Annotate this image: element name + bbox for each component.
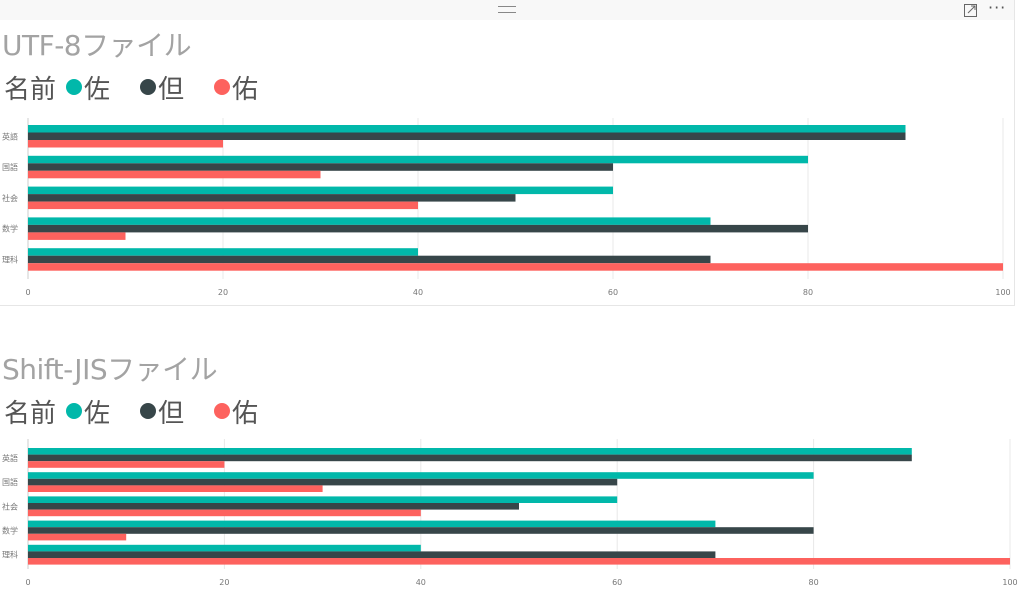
legend: 名前 佐 但 佑 [4,69,288,106]
x-tick-label: 100 [995,288,1010,297]
bar[interactable] [28,478,618,486]
bar[interactable] [28,503,519,510]
bar[interactable] [28,132,906,141]
legend-item[interactable]: 佐 [66,69,110,106]
visual-header: ··· [0,0,1014,20]
legend-item[interactable]: 但 [140,393,184,430]
x-tick-label: 80 [803,288,813,297]
bar[interactable] [28,170,321,179]
x-tick-label: 40 [416,578,426,587]
bar[interactable] [28,224,808,233]
bar[interactable] [28,194,516,202]
x-tick-label: 20 [218,288,228,297]
bar[interactable] [28,186,613,195]
bar[interactable] [28,454,912,462]
bar[interactable] [28,472,814,479]
y-category-label: 理科 [2,254,18,264]
bar[interactable] [28,201,418,210]
bar[interactable] [28,255,711,264]
bar[interactable] [28,527,814,534]
bar[interactable] [28,155,808,164]
x-tick-label: 40 [413,288,423,297]
bar[interactable] [28,448,912,455]
focus-mode-icon[interactable] [963,2,979,18]
legend-label: 但 [158,398,185,429]
chart-title: UTF-8ファイル [2,29,192,62]
legend-dot-icon [214,403,231,419]
bar[interactable] [28,551,716,558]
bar[interactable] [28,520,716,528]
bar[interactable] [28,163,613,171]
x-tick-label: 0 [25,288,30,297]
bar[interactable] [28,544,421,552]
legend-item[interactable]: 佑 [214,69,258,106]
legend-label: 但 [158,74,185,105]
drag-handle-icon[interactable] [498,6,516,13]
bar[interactable] [28,125,906,133]
legend-label: 佑 [232,74,259,105]
legend-label: 佐 [84,398,111,429]
y-category-label: 理科 [2,550,18,560]
bar[interactable] [28,140,223,148]
bar[interactable] [28,533,127,541]
x-tick-label: 0 [25,578,30,587]
legend-label: 佐 [84,74,111,105]
legend-item[interactable]: 佐 [66,393,110,430]
x-tick-label: 100 [1002,578,1017,587]
legend: 名前 佐 但 佑 [4,393,288,430]
legend-title: 名前 [4,398,57,429]
bar[interactable] [28,248,418,256]
bar[interactable] [28,232,126,240]
y-category-label: 国語 [2,162,18,172]
y-category-label: 英語 [2,131,18,141]
x-tick-label: 60 [612,578,622,587]
visual-container-top [0,0,1015,306]
x-tick-label: 20 [219,578,229,587]
bar[interactable] [28,485,323,492]
legend-dot-icon [66,403,83,419]
legend-dot-icon [140,403,157,419]
legend-dot-icon [140,79,157,95]
legend-dot-icon [66,79,83,95]
x-tick-label: 60 [608,288,618,297]
y-category-label: 英語 [2,453,18,463]
legend-label: 佑 [232,398,259,429]
y-category-label: 数学 [2,224,18,234]
x-tick-label: 80 [809,578,819,587]
legend-item[interactable]: 佑 [214,393,258,430]
y-category-label: 数学 [2,526,18,536]
chart-title: Shift-JISファイル [2,353,218,386]
bar[interactable] [28,558,1010,565]
bar[interactable] [28,509,421,517]
legend-title: 名前 [4,74,57,105]
bar[interactable] [28,461,225,468]
y-category-label: 社会 [2,501,18,511]
bar[interactable] [28,496,618,503]
legend-dot-icon [214,79,231,95]
y-category-label: 社会 [2,193,18,203]
more-options-icon[interactable]: ··· [988,0,1007,17]
y-category-label: 国語 [2,477,18,487]
legend-item[interactable]: 但 [140,69,184,106]
bar[interactable] [28,217,711,225]
bar[interactable] [28,263,1003,271]
